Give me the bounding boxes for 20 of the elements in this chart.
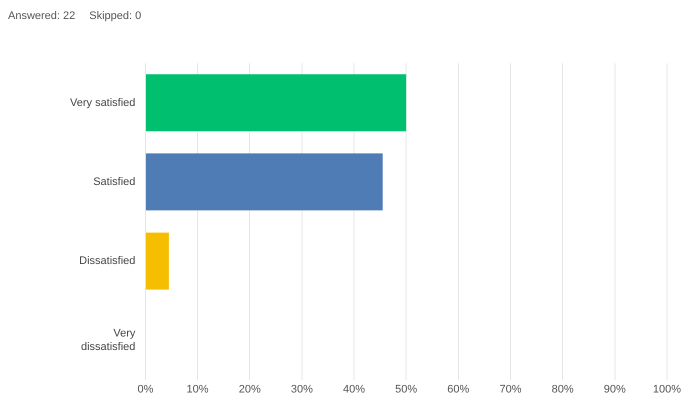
y-tick-label: Dissatisfied xyxy=(79,255,136,268)
x-tick-label: 10% xyxy=(186,383,209,396)
bar xyxy=(146,232,169,290)
y-tick-label: Very satisfied xyxy=(70,96,136,109)
y-tick-label: Very dissatisfied xyxy=(81,328,136,353)
x-tick-label: 70% xyxy=(499,383,522,396)
x-tick-label: 50% xyxy=(395,383,418,396)
bar xyxy=(146,74,406,132)
x-tick-label: 100% xyxy=(652,383,682,396)
x-tick-label: 40% xyxy=(343,383,366,396)
text: Skipped: 0 xyxy=(89,10,142,22)
x-tick-label: 60% xyxy=(447,383,470,396)
bar xyxy=(146,153,383,210)
text: Answered: 22 xyxy=(8,10,76,22)
x-tick-label: 30% xyxy=(290,383,314,396)
x-tick-label: 80% xyxy=(552,383,574,396)
x-tick-label: 90% xyxy=(604,383,626,396)
x-tick-label: 0% xyxy=(137,383,154,396)
x-tick-label: 20% xyxy=(238,383,261,396)
y-tick-label: Satisfied xyxy=(93,176,136,188)
